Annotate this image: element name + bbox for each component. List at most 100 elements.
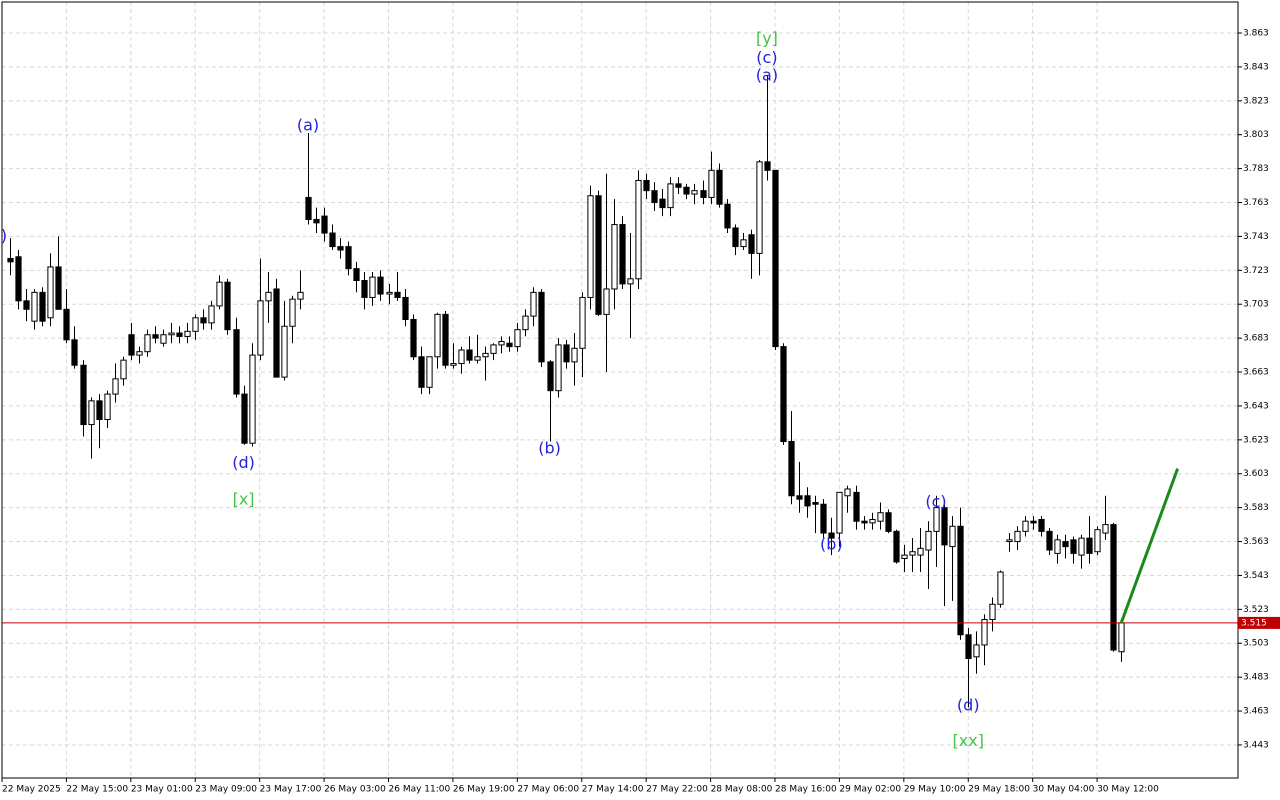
- candle-body: [627, 278, 634, 285]
- wave-label: (d): [957, 695, 980, 714]
- wave-label: (b): [538, 439, 561, 458]
- candle-body: [933, 507, 940, 532]
- candle-body: [39, 291, 46, 322]
- candle-body: [901, 554, 908, 559]
- candle-body: [949, 525, 956, 548]
- candle-body: [893, 530, 900, 563]
- x-tick-label: 27 May 14:00: [582, 785, 644, 795]
- candle-body: [31, 291, 38, 322]
- candle-body: [740, 239, 747, 248]
- last-price-box: [1238, 616, 1280, 629]
- candle-body: [160, 334, 167, 344]
- candle-body: [329, 232, 336, 248]
- candle-body: [88, 400, 95, 426]
- candle-body: [176, 332, 183, 337]
- candle-body: [683, 186, 690, 195]
- candle-body: [23, 300, 30, 310]
- candle-body: [611, 224, 618, 290]
- candle-body: [571, 347, 578, 363]
- candle-body: [708, 169, 715, 198]
- candle-body: [128, 334, 135, 356]
- x-tick-label: 26 May 03:00: [324, 785, 386, 795]
- candle-body: [587, 195, 594, 298]
- candle-body: [418, 356, 425, 388]
- x-tick-label: 28 May 08:00: [711, 785, 773, 795]
- candle-body: [997, 571, 1004, 605]
- candle-body: [1022, 520, 1029, 532]
- candle-body: [55, 266, 62, 310]
- y-tick-label: 3.823: [1243, 96, 1269, 106]
- y-tick-label: 3.863: [1243, 29, 1269, 39]
- wave-label: (a): [756, 66, 778, 85]
- candle-body: [168, 332, 175, 336]
- candle-body: [466, 349, 473, 361]
- x-tick-label: 27 May 06:00: [517, 785, 579, 795]
- candle-body: [667, 183, 674, 209]
- candle-body: [989, 603, 996, 621]
- y-tick-label: 3.623: [1243, 435, 1269, 445]
- candle-body: [1006, 539, 1013, 543]
- candle-body: [579, 296, 586, 349]
- candle-body: [853, 491, 860, 522]
- candle-body: [563, 344, 570, 363]
- y-tick-label: 3.703: [1243, 300, 1269, 310]
- y-tick-label: 3.843: [1243, 62, 1269, 72]
- x-tick-label: 27 May 22:00: [646, 785, 708, 795]
- x-tick-label: 30 May 12:00: [1097, 785, 1159, 795]
- x-tick-label: 29 May 10:00: [904, 785, 966, 795]
- candle-body: [257, 300, 264, 356]
- wave-label: (c): [756, 48, 777, 67]
- candle-body: [1054, 539, 1061, 554]
- candle-body: [659, 198, 666, 209]
- candle-body: [909, 551, 916, 556]
- y-tick-label: 3.443: [1243, 740, 1269, 750]
- candle-body: [104, 393, 111, 420]
- candle-body: [377, 276, 384, 295]
- candle-body: [836, 491, 843, 534]
- candle-body: [1046, 530, 1053, 551]
- y-tick-label: 3.463: [1243, 707, 1269, 717]
- candle-body: [877, 512, 884, 522]
- candle-body: [941, 507, 948, 546]
- candle-body: [957, 525, 964, 636]
- y-tick-label: 3.803: [1243, 130, 1269, 140]
- candle-body: [1030, 520, 1037, 524]
- candle-body: [748, 234, 755, 254]
- candle-body: [120, 359, 127, 380]
- wave-label: [xx]: [953, 731, 984, 750]
- candle-body: [71, 339, 78, 366]
- candle-body: [313, 218, 320, 224]
- candle-body: [724, 203, 731, 229]
- candle-body: [297, 291, 304, 300]
- candle-body: [442, 313, 449, 366]
- candle-body: [1102, 524, 1109, 534]
- candle-body: [208, 305, 215, 324]
- candle-body: [289, 298, 296, 327]
- y-tick-label: 3.663: [1243, 368, 1269, 378]
- candle-body: [651, 190, 658, 204]
- candle-body: [361, 279, 368, 298]
- candle-body: [917, 547, 924, 556]
- candle-body: [603, 288, 610, 315]
- candle-body: [1014, 530, 1021, 543]
- x-tick-label: 29 May 02:00: [839, 785, 901, 795]
- candle-body: [353, 268, 360, 281]
- y-tick-label: 3.583: [1243, 503, 1269, 513]
- candle-body: [861, 520, 868, 524]
- candle-body: [249, 354, 256, 444]
- candle-body: [386, 291, 393, 295]
- candle-body: [772, 169, 779, 348]
- candle-body: [80, 364, 87, 426]
- candle-body: [450, 363, 457, 366]
- candle-body: [796, 495, 803, 500]
- candle-body: [1070, 539, 1077, 554]
- last-price-label: 3.515: [1241, 618, 1267, 628]
- y-tick-label: 3.523: [1243, 605, 1269, 615]
- x-tick-label: 23 May 17:00: [260, 785, 322, 795]
- candle-body: [619, 224, 626, 285]
- x-tick-label: 22 May 2025: [2, 785, 61, 795]
- candle-body: [691, 190, 698, 195]
- projection-line: [1119, 468, 1180, 624]
- candle-body: [394, 291, 401, 298]
- candle-body: [241, 393, 248, 444]
